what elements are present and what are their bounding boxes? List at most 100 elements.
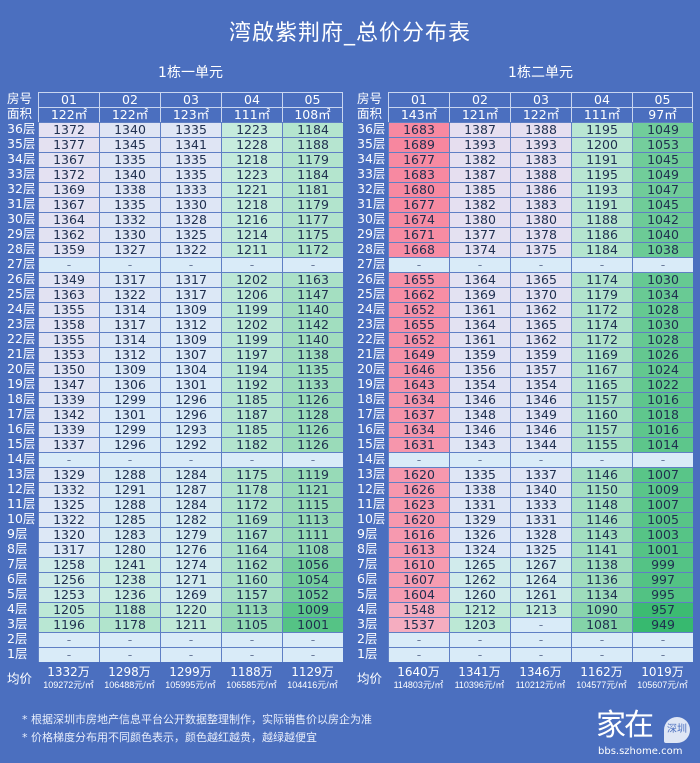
average-cell: 1332万 109272元/㎡: [38, 662, 99, 696]
price-cell: 1337: [38, 437, 99, 452]
price-cell: 1172: [282, 242, 343, 257]
price-cell: 1126: [282, 392, 343, 407]
price-cell: 1264: [510, 572, 571, 587]
floor-label: 26层: [357, 272, 386, 286]
price-cell: 1005: [632, 512, 693, 527]
price-table-unit-2: 房号 01 02 03 04 05 面积 143㎡ 121㎡ 122㎡ 111㎡ 97㎡ 36层 1683…: [357, 92, 693, 696]
price-cell: 1646: [388, 362, 449, 377]
price-cell: 1049: [632, 167, 693, 182]
price-cell: 1261: [510, 587, 571, 602]
price-cell: 1329: [449, 512, 510, 527]
price-cell: 1332: [99, 212, 160, 227]
price-cell: 1349: [510, 407, 571, 422]
floor-label: 8层: [357, 542, 378, 556]
price-cell: 1169: [571, 347, 632, 362]
price-cell: 1220: [160, 602, 221, 617]
price-cell: -: [388, 452, 449, 467]
price-cell: 1677: [388, 152, 449, 167]
price-cell: 1163: [282, 272, 343, 287]
price-cell: 1548: [388, 602, 449, 617]
floor-label: 6层: [357, 572, 378, 586]
price-cell: 1128: [282, 407, 343, 422]
price-cell: 1387: [449, 167, 510, 182]
floor-label: 31层: [7, 197, 36, 211]
floor-label: 10层: [357, 512, 386, 526]
szhome-logo: 家在 深圳 bbs.szhome.com: [596, 709, 696, 759]
price-cell: 1142: [282, 317, 343, 332]
price-cell: 1626: [388, 482, 449, 497]
price-cell: 1279: [160, 527, 221, 542]
floor-label: 17层: [7, 407, 36, 421]
price-cell: -: [632, 257, 693, 272]
price-cell: 1631: [388, 437, 449, 452]
floor-label: 16层: [357, 422, 386, 436]
price-cell: 1338: [99, 182, 160, 197]
area-label: 面积: [357, 107, 383, 121]
area-header: 123㎡: [160, 107, 221, 122]
price-cell: 1090: [571, 602, 632, 617]
price-cell: 1365: [510, 317, 571, 332]
price-cell: 1361: [449, 332, 510, 347]
average-unit-price: 110396元/㎡: [454, 680, 505, 690]
floor-label: 35层: [357, 137, 386, 151]
footnote-source: * 根据深圳市房地产信息平台公开数据整理制作，实际销售价以房企为准: [22, 713, 372, 726]
price-cell: 1354: [510, 377, 571, 392]
room-label: 房号: [7, 92, 33, 106]
price-cell: 1260: [449, 587, 510, 602]
price-cell: -: [38, 647, 99, 662]
floor-label: 35层: [7, 137, 36, 151]
floor-label: 4层: [357, 602, 378, 616]
price-cell: -: [571, 452, 632, 467]
average-unit-price: 114803元/㎡: [393, 680, 444, 690]
price-cell: -: [632, 632, 693, 647]
price-cell: -: [99, 257, 160, 272]
price-cell: 1655: [388, 317, 449, 332]
price-cell: 1387: [449, 122, 510, 137]
price-cell: 1359: [449, 347, 510, 362]
unit-title-2: 1栋二单元: [508, 65, 573, 81]
price-cell: -: [160, 632, 221, 647]
price-cell: 1680: [388, 182, 449, 197]
price-cell: 1138: [571, 557, 632, 572]
price-cell: -: [449, 632, 510, 647]
floor-label: 21层: [357, 347, 386, 361]
price-cell: 1283: [99, 527, 160, 542]
price-cell: 1362: [510, 302, 571, 317]
price-cell: 1370: [510, 287, 571, 302]
price-cell: 1623: [388, 497, 449, 512]
average-total-price: 1341万: [458, 665, 501, 679]
price-cell: 1335: [449, 467, 510, 482]
price-cell: 1047: [632, 182, 693, 197]
area-header: 97㎡: [632, 107, 693, 122]
floor-label: 23层: [357, 317, 386, 331]
price-cell: 1330: [160, 197, 221, 212]
average-total-price: 1129万: [291, 665, 334, 679]
price-cell: 1662: [388, 287, 449, 302]
price-cell: 1030: [632, 272, 693, 287]
price-cell: 1178: [221, 482, 282, 497]
average-cell: 1162万 104577元/㎡: [571, 662, 632, 696]
price-cell: 1211: [160, 617, 221, 632]
floor-label: 12层: [7, 482, 36, 496]
logo-url: bbs.szhome.com: [598, 746, 683, 757]
price-cell: 1689: [388, 137, 449, 152]
price-cell: 1637: [388, 407, 449, 422]
price-cell: 1211: [221, 242, 282, 257]
price-cell: 1296: [160, 392, 221, 407]
price-cell: 1053: [632, 137, 693, 152]
price-cell: 1317: [160, 287, 221, 302]
price-cell: 1175: [282, 227, 343, 242]
price-cell: 1620: [388, 512, 449, 527]
price-cell: 1677: [388, 197, 449, 212]
price-cell: 1160: [221, 572, 282, 587]
price-cell: 1185: [221, 392, 282, 407]
price-cell: 1343: [449, 437, 510, 452]
floor-label: 33层: [357, 167, 386, 181]
price-cell: 1016: [632, 422, 693, 437]
price-cell: 1195: [571, 167, 632, 182]
price-cell: 1359: [510, 347, 571, 362]
average-unit-price: 104416元/㎡: [287, 680, 338, 690]
price-cell: 1309: [99, 362, 160, 377]
price-cell: 1138: [282, 347, 343, 362]
price-cell: 1108: [282, 542, 343, 557]
